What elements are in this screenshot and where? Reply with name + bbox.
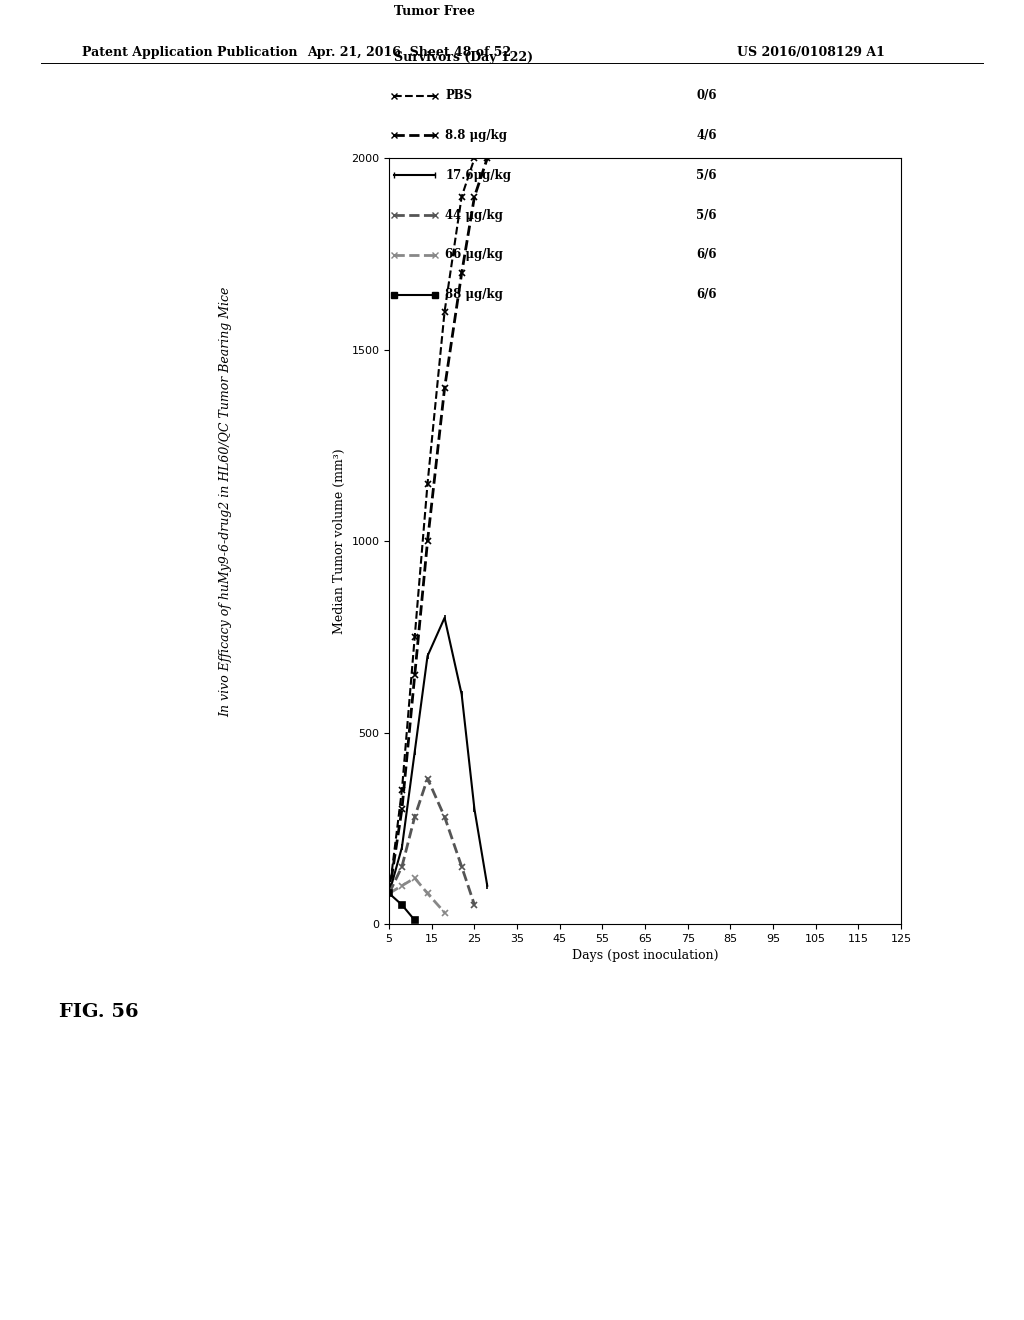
Text: 8.8 μg/kg: 8.8 μg/kg [445, 129, 508, 143]
Text: 5/6: 5/6 [696, 169, 717, 182]
X-axis label: Days (post inoculation): Days (post inoculation) [571, 949, 719, 962]
Text: 44 μg/kg: 44 μg/kg [445, 209, 504, 222]
Text: 0/6: 0/6 [696, 90, 717, 102]
Text: 66 μg/kg: 66 μg/kg [445, 248, 504, 261]
Text: 5/6: 5/6 [696, 209, 717, 222]
Text: Patent Application Publication: Patent Application Publication [82, 46, 297, 59]
Text: FIG. 56: FIG. 56 [59, 1003, 139, 1022]
Text: 6/6: 6/6 [696, 248, 717, 261]
Y-axis label: Median Tumor volume (mm³): Median Tumor volume (mm³) [333, 449, 346, 634]
Text: US 2016/0108129 A1: US 2016/0108129 A1 [737, 46, 885, 59]
Text: 17.6μg/kg: 17.6μg/kg [445, 169, 511, 182]
Text: PBS: PBS [445, 90, 472, 102]
Text: Survivors (Day 122): Survivors (Day 122) [394, 51, 534, 65]
Text: 6/6: 6/6 [696, 288, 717, 301]
Text: 88 μg/kg: 88 μg/kg [445, 288, 504, 301]
Text: 4/6: 4/6 [696, 129, 717, 143]
Text: Apr. 21, 2016  Sheet 48 of 52: Apr. 21, 2016 Sheet 48 of 52 [307, 46, 512, 59]
Text: In vivo Efficacy of huMy9-6-drug2 in HL60/QC Tumor Bearing Mice: In vivo Efficacy of huMy9-6-drug2 in HL6… [219, 286, 231, 717]
Text: Tumor Free: Tumor Free [394, 5, 475, 18]
